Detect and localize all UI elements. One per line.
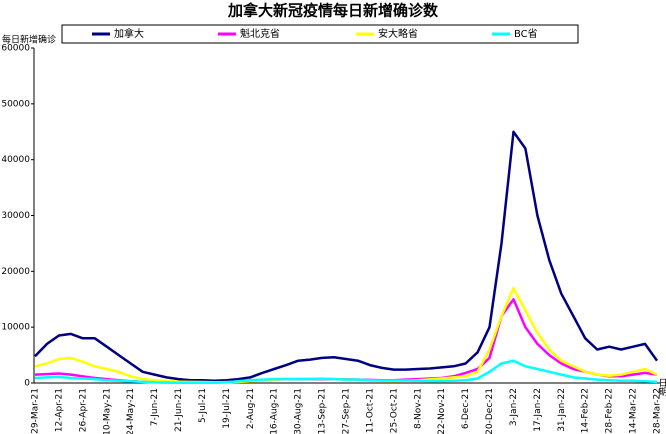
y-tick-label: 10000 xyxy=(1,323,30,333)
x-tick-label: 10-May-21 xyxy=(102,388,112,434)
y-tick-label: 0 xyxy=(24,379,30,389)
x-tick-label: 24-May-21 xyxy=(126,388,136,434)
legend-label: BC省 xyxy=(514,27,538,40)
x-tick-label: 2-Aug-21 xyxy=(246,388,256,429)
legend xyxy=(61,24,579,44)
x-tick-label: 17-Jan-22 xyxy=(533,388,543,432)
legend-label: 安大略省 xyxy=(378,27,418,40)
x-tick-label: 6-Dec-21 xyxy=(461,388,471,429)
x-tick-label: 27-Sep-21 xyxy=(342,388,352,434)
y-tick-label: 20000 xyxy=(1,267,30,277)
x-tick-label: 16-Aug-21 xyxy=(270,388,280,434)
y-axis-label: 每日新增确诊 xyxy=(2,34,56,46)
x-tick-label: 21-Jun-21 xyxy=(174,388,184,432)
x-tick-label: 14-Feb-22 xyxy=(581,388,591,433)
y-tick-label: 60000 xyxy=(1,44,30,54)
x-tick-label: 19-Jul-21 xyxy=(222,388,232,429)
x-tick-label: 8-Nov-21 xyxy=(413,388,423,429)
x-axis-label: 日期 xyxy=(657,378,666,397)
x-tick-label: 5-Jul-21 xyxy=(198,388,208,423)
y-tick-label: 50000 xyxy=(1,99,30,109)
legend-label: 加拿大 xyxy=(114,27,144,40)
x-tick-label: 7-Jun-21 xyxy=(150,388,160,426)
x-tick-label: 31-Jan-22 xyxy=(557,388,567,432)
series-line xyxy=(34,130,659,383)
x-tick-label: 22-Nov-21 xyxy=(437,388,447,434)
x-tick-label: 12-Apr-21 xyxy=(54,388,64,432)
x-tick-label: 25-Oct-21 xyxy=(389,388,399,433)
y-tick-label: 30000 xyxy=(1,211,30,221)
x-tick-label: 28-Feb-22 xyxy=(605,388,615,433)
y-tick-label: 40000 xyxy=(1,155,30,165)
series-line xyxy=(34,359,658,384)
x-tick-label: 26-Apr-21 xyxy=(78,388,88,432)
legend-label: 魁北克省 xyxy=(240,27,280,40)
x-tick-label: 28-Mar-22 xyxy=(653,388,663,434)
x-tick-label: 11-Oct-21 xyxy=(365,388,375,433)
x-tick-label: 30-Aug-21 xyxy=(294,388,304,434)
x-tick-label: 29-Mar-21 xyxy=(31,388,41,434)
x-tick-label: 20-Dec-21 xyxy=(485,388,495,434)
chart-title: 加拿大新冠疫情每日新增确诊数 xyxy=(227,2,439,20)
series-line xyxy=(34,298,658,384)
x-tick-label: 3-Jan-22 xyxy=(509,388,519,426)
x-tick-label: 13-Sep-21 xyxy=(318,388,328,434)
x-tick-label: 14-Mar-22 xyxy=(629,388,639,434)
series-line xyxy=(34,286,658,384)
